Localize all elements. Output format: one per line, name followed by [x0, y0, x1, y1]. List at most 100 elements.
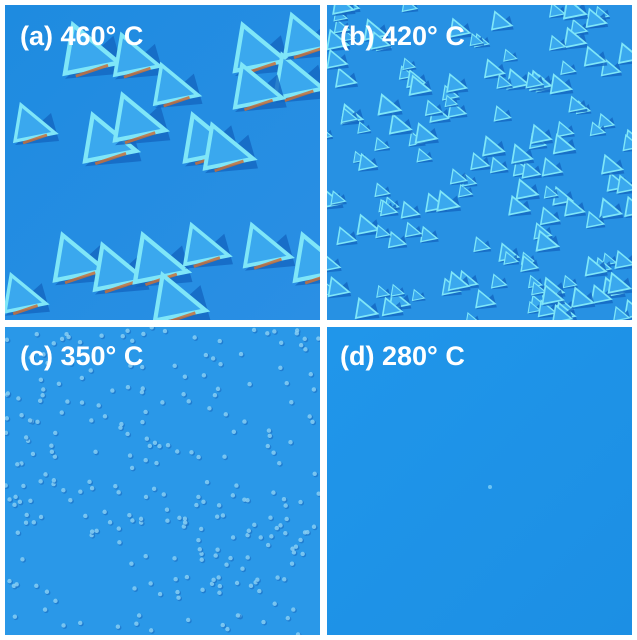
dot — [7, 497, 11, 501]
dot — [16, 531, 20, 535]
dot — [271, 490, 275, 494]
dot — [5, 416, 9, 420]
figure: (a) 460° C (b) 420° C (c) 350° C (d) 280… — [0, 0, 637, 640]
panel-label: (b) 420° C — [340, 21, 465, 51]
dot — [45, 590, 49, 594]
dot — [222, 454, 226, 458]
dot — [121, 334, 125, 338]
dot — [285, 517, 289, 521]
dot — [141, 332, 145, 336]
dot — [43, 472, 47, 476]
dot — [43, 607, 47, 611]
dot — [225, 627, 229, 631]
dot — [242, 419, 246, 423]
dot — [39, 515, 43, 519]
dot — [110, 388, 114, 392]
dot — [140, 420, 144, 424]
dot — [24, 435, 28, 439]
dot — [78, 621, 82, 625]
dot — [200, 558, 204, 562]
dot — [205, 480, 209, 484]
dot — [50, 450, 54, 454]
dot — [261, 620, 265, 624]
dot — [183, 520, 187, 524]
dot — [290, 561, 294, 565]
dot — [13, 495, 17, 499]
dot — [149, 628, 153, 632]
dot — [144, 554, 148, 558]
dot — [298, 500, 302, 504]
dot — [198, 547, 202, 551]
dot — [175, 449, 179, 453]
dot — [296, 632, 300, 636]
dot — [7, 579, 11, 583]
dot — [141, 386, 145, 390]
dot — [213, 393, 217, 397]
dot — [236, 613, 240, 617]
dot — [163, 329, 167, 333]
dot — [38, 479, 42, 483]
dot — [39, 378, 43, 382]
dot — [130, 466, 134, 470]
dot — [143, 410, 147, 414]
dot — [189, 450, 193, 454]
dot — [162, 492, 166, 496]
dot — [6, 391, 10, 395]
dot — [117, 540, 121, 544]
dot — [157, 444, 161, 448]
dot — [199, 527, 203, 531]
dot — [313, 472, 317, 476]
dot — [272, 329, 276, 333]
dot — [291, 607, 295, 611]
dot — [152, 487, 156, 491]
dot — [25, 513, 29, 517]
dot — [126, 385, 130, 389]
dot — [231, 493, 235, 497]
dot — [145, 437, 149, 441]
dot — [40, 393, 44, 397]
dot — [125, 432, 129, 436]
dot — [102, 510, 106, 514]
dot — [57, 382, 61, 386]
dot — [255, 577, 259, 581]
dot — [183, 375, 187, 379]
dot — [279, 341, 283, 345]
dot — [204, 353, 208, 357]
dot — [218, 584, 222, 588]
dot — [259, 535, 263, 539]
dot — [282, 577, 286, 581]
dot — [231, 535, 235, 539]
speck — [488, 485, 492, 489]
dot — [285, 381, 289, 385]
dot — [196, 495, 200, 499]
dot — [35, 420, 39, 424]
dot — [299, 343, 303, 347]
dot — [252, 523, 256, 527]
dot — [235, 581, 239, 585]
dot — [116, 625, 120, 629]
dot — [49, 444, 53, 448]
dot — [21, 484, 25, 488]
dot — [201, 500, 205, 504]
dot — [282, 497, 286, 501]
dot — [218, 362, 222, 366]
dot — [99, 334, 103, 338]
dot — [173, 577, 177, 581]
dot — [90, 486, 94, 490]
dot — [53, 431, 57, 435]
dot — [268, 434, 272, 438]
dot — [61, 488, 65, 492]
dot — [240, 566, 244, 570]
dot — [34, 584, 38, 588]
dot — [165, 519, 169, 523]
dot — [216, 575, 220, 579]
dot — [20, 557, 24, 561]
dot — [172, 556, 176, 560]
dot — [249, 584, 253, 588]
dot — [252, 328, 256, 332]
dot — [94, 529, 98, 533]
dot — [269, 534, 273, 538]
dot — [139, 517, 143, 521]
dot — [32, 520, 36, 524]
dot — [78, 489, 82, 493]
